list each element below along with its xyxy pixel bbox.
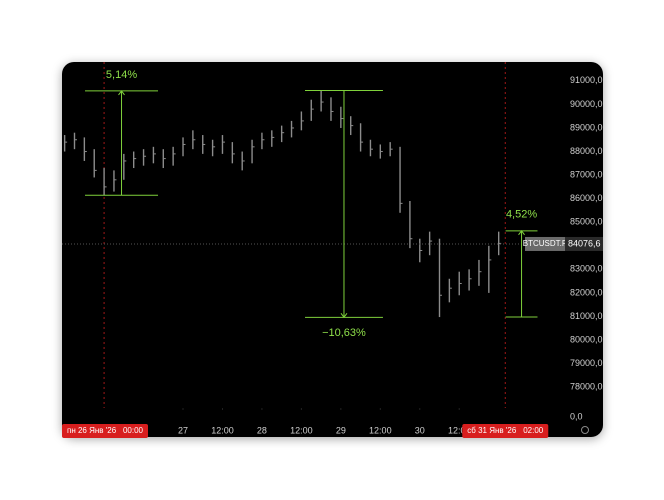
x-tick-label: 12:00: [211, 425, 234, 435]
y-tick-label: 88000,0: [570, 146, 603, 156]
x-tick-label: 12:00: [448, 425, 471, 435]
x-tick-label: 12:00: [290, 425, 313, 435]
measure-arrow: [340, 313, 348, 319]
price-tag: [565, 236, 603, 251]
crosshair-date: сб 31 Янв '26: [467, 426, 517, 435]
x-tick-label: 27: [178, 425, 188, 435]
measure-label: −10,63%: [322, 327, 366, 339]
price-label: 84076,6: [568, 238, 601, 248]
measure-label: 5,14%: [106, 69, 137, 81]
y-tick-label: 78000,0: [570, 382, 603, 392]
crosshair-time: 00:00: [123, 426, 144, 435]
settings-icon[interactable]: [581, 426, 589, 434]
y-tick-label: 81000,0: [570, 311, 603, 321]
symbol-label: BTCUSDT.P: [523, 239, 567, 248]
y-tick-label: 91000,0: [570, 75, 603, 85]
measure-label: 4,52%: [506, 209, 537, 221]
symbol-tag: [525, 236, 565, 251]
y-tick-label: 90000,0: [570, 99, 603, 109]
y-tick-label: 83000,0: [570, 264, 603, 274]
crosshair-date: пн 26 Янв '26: [67, 426, 117, 435]
x-tick-label: 28: [257, 425, 267, 435]
y-tick-label: 79000,0: [570, 358, 603, 368]
x-tick-label: 30: [415, 425, 425, 435]
y-tick-label: 85000,0: [570, 217, 603, 227]
volume-tick-label: 0,0: [570, 411, 583, 421]
crosshair-time: 02:00: [523, 426, 544, 435]
y-tick-label: 89000,0: [570, 122, 603, 132]
crosshair-tag: [462, 424, 549, 438]
y-tick-label: 82000,0: [570, 287, 603, 297]
measure-arrow: [518, 229, 525, 236]
chart-panel: [62, 62, 603, 437]
y-tick-label: 80000,0: [570, 334, 603, 344]
y-tick-label: 86000,0: [570, 193, 603, 203]
y-tick-label: 87000,0: [570, 169, 603, 179]
x-tick-label: 12:00: [369, 425, 392, 435]
measure-arrow: [118, 90, 125, 96]
x-tick-label: 29: [336, 425, 346, 435]
crosshair-tag: [62, 424, 148, 438]
